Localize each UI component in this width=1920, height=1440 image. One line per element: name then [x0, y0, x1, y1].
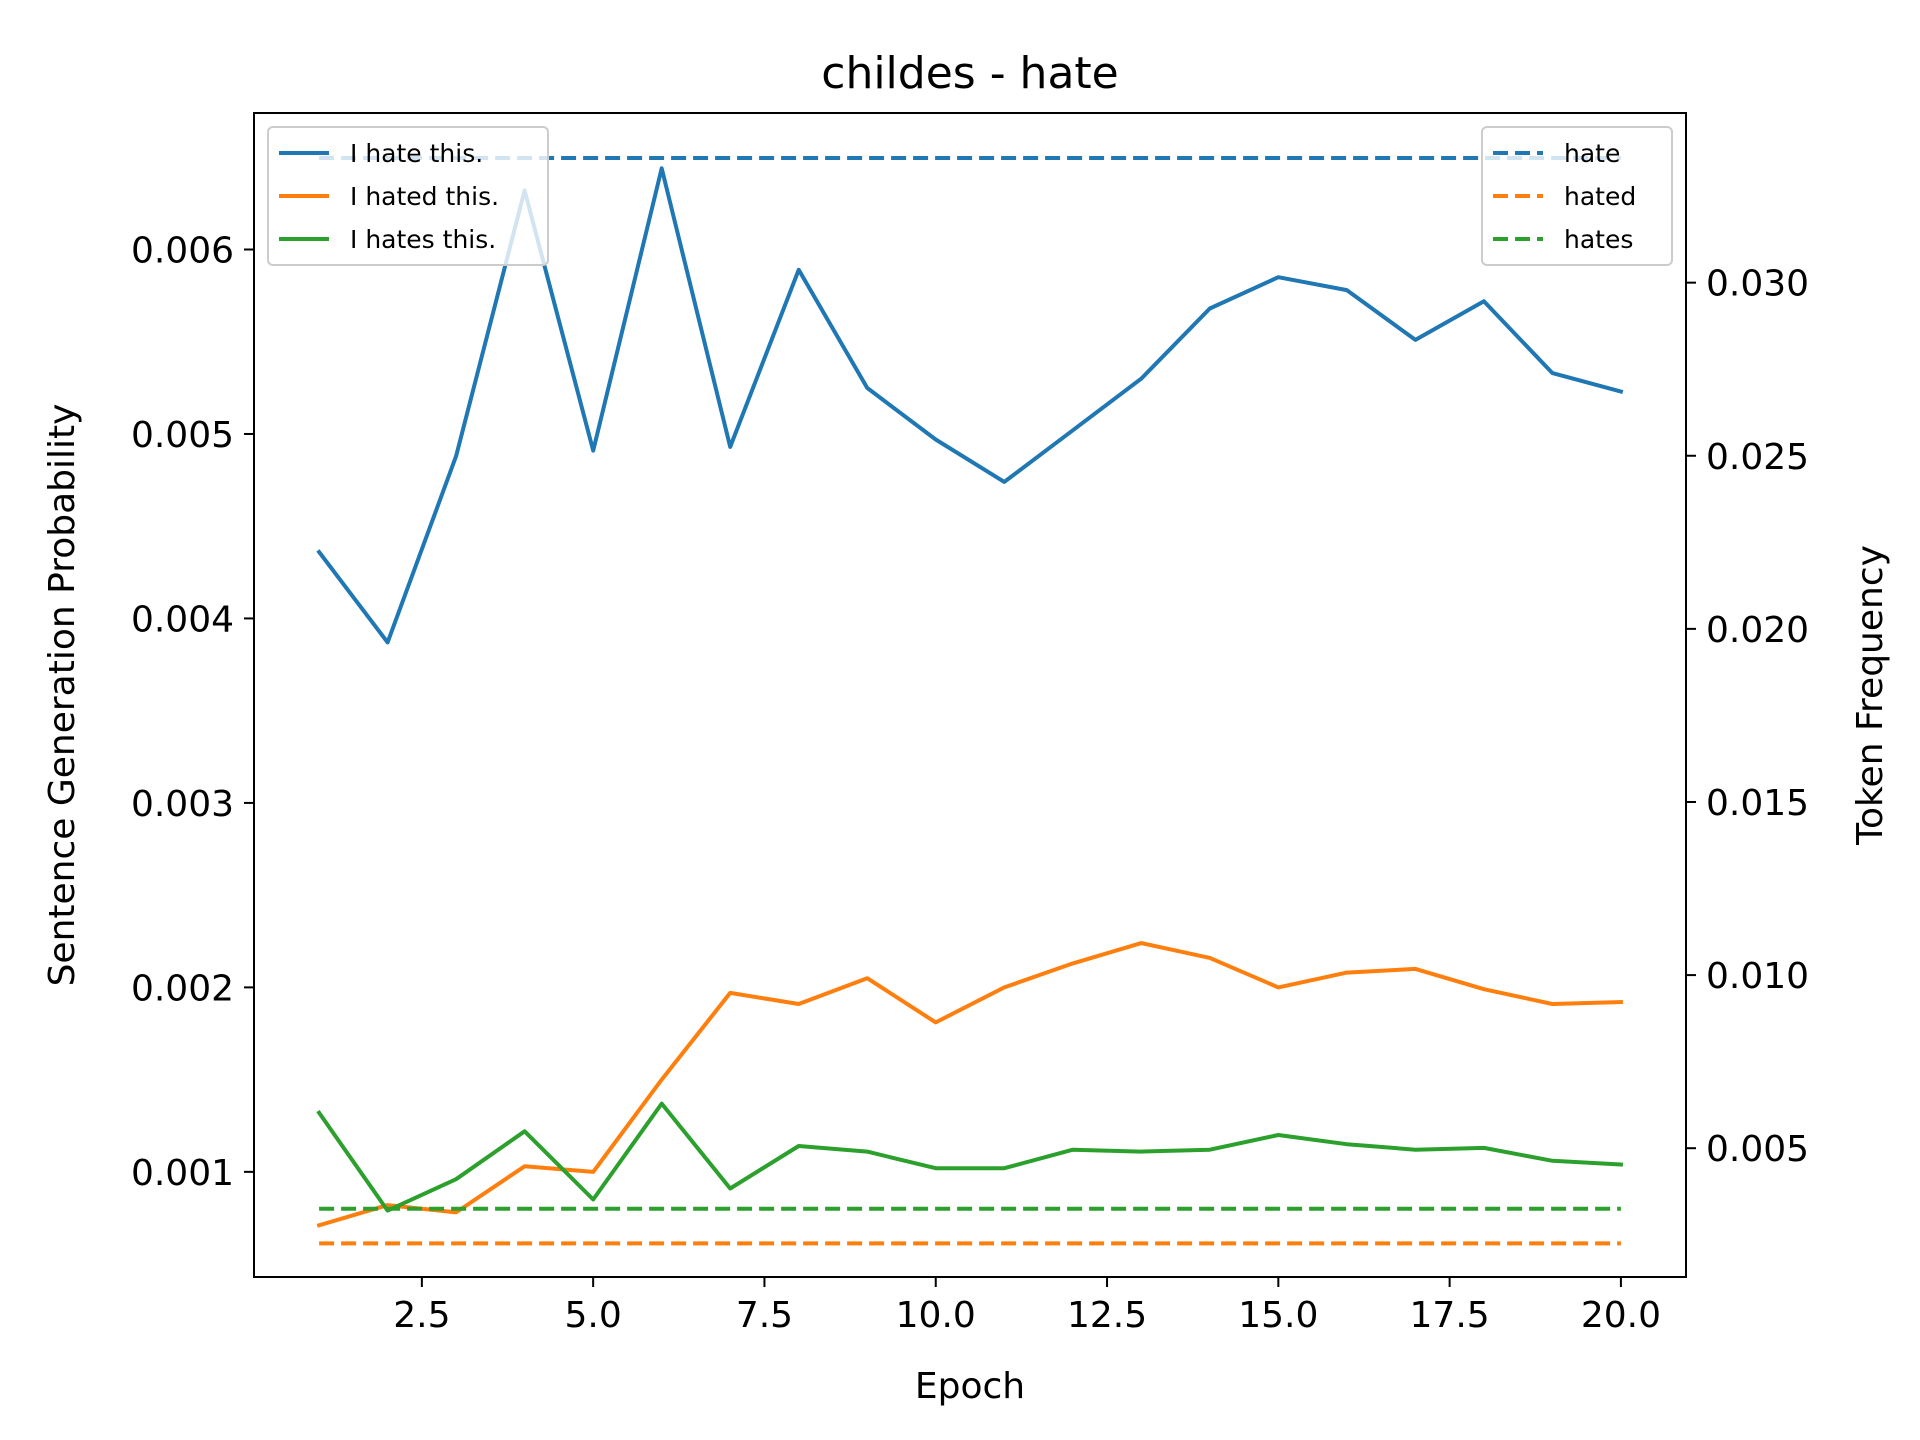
x-tick-label: 2.5: [393, 1295, 450, 1336]
legend-label: I hate this.: [350, 139, 483, 168]
x-axis-label: Epoch: [915, 1366, 1025, 1407]
y-axis-left-label: Sentence Generation Probability: [42, 404, 83, 987]
y-tick-label: 0.004: [131, 599, 234, 640]
series-line-2: [316, 941, 1623, 1228]
y-tick-label: 0.003: [131, 784, 234, 825]
x-tick-label: 20.0: [1581, 1295, 1661, 1336]
x-tick-label: 7.5: [736, 1295, 793, 1336]
legend-frame: [267, 126, 549, 266]
legend-label: hates: [1564, 225, 1633, 254]
legend-frame: [1481, 126, 1673, 266]
y-axis-left-ticks: 0.001 0.002 0.003 0.004 0.005 0.006: [131, 231, 254, 1194]
x-tick-label: 10.0: [896, 1295, 976, 1336]
y2-tick-label: 0.030: [1706, 264, 1809, 305]
y-tick-label: 0.001: [131, 1153, 234, 1194]
x-tick-label: 5.0: [565, 1295, 622, 1336]
y2-tick-label: 0.015: [1706, 783, 1809, 824]
legend-label: I hated this.: [350, 182, 499, 211]
legend-label: hated: [1564, 182, 1636, 211]
legend-right: hate hated hates: [1481, 126, 1673, 266]
x-tick-label: 17.5: [1410, 1295, 1490, 1336]
series-line-3: [316, 1101, 1624, 1213]
x-tick-label: 12.5: [1067, 1295, 1147, 1336]
y2-tick-label: 0.005: [1706, 1129, 1809, 1170]
y-tick-label: 0.002: [131, 968, 234, 1009]
x-tick-label: 15.0: [1238, 1295, 1318, 1336]
y-axis-right-ticks: 0.005 0.010 0.015 0.020 0.025 0.030: [1686, 264, 1809, 1170]
chart-title: childes - hate: [821, 48, 1118, 99]
legend-left: I hate this. I hated this. I hates this.: [267, 126, 549, 266]
legend-label: I hates this.: [350, 225, 496, 254]
x-axis-ticks: 2.5 5.0 7.5 10.0 12.5 15.0 17.5 20.0: [393, 1277, 1661, 1336]
y2-tick-label: 0.020: [1706, 610, 1809, 651]
y-tick-label: 0.005: [131, 415, 234, 456]
y2-tick-label: 0.025: [1706, 437, 1809, 478]
plot-area-frame: [253, 112, 1687, 1278]
y-axis-right-label: Token Frequency: [1850, 545, 1891, 846]
legend-label: hate: [1564, 139, 1620, 168]
y2-tick-label: 0.010: [1706, 956, 1809, 997]
y-tick-label: 0.006: [131, 231, 234, 272]
